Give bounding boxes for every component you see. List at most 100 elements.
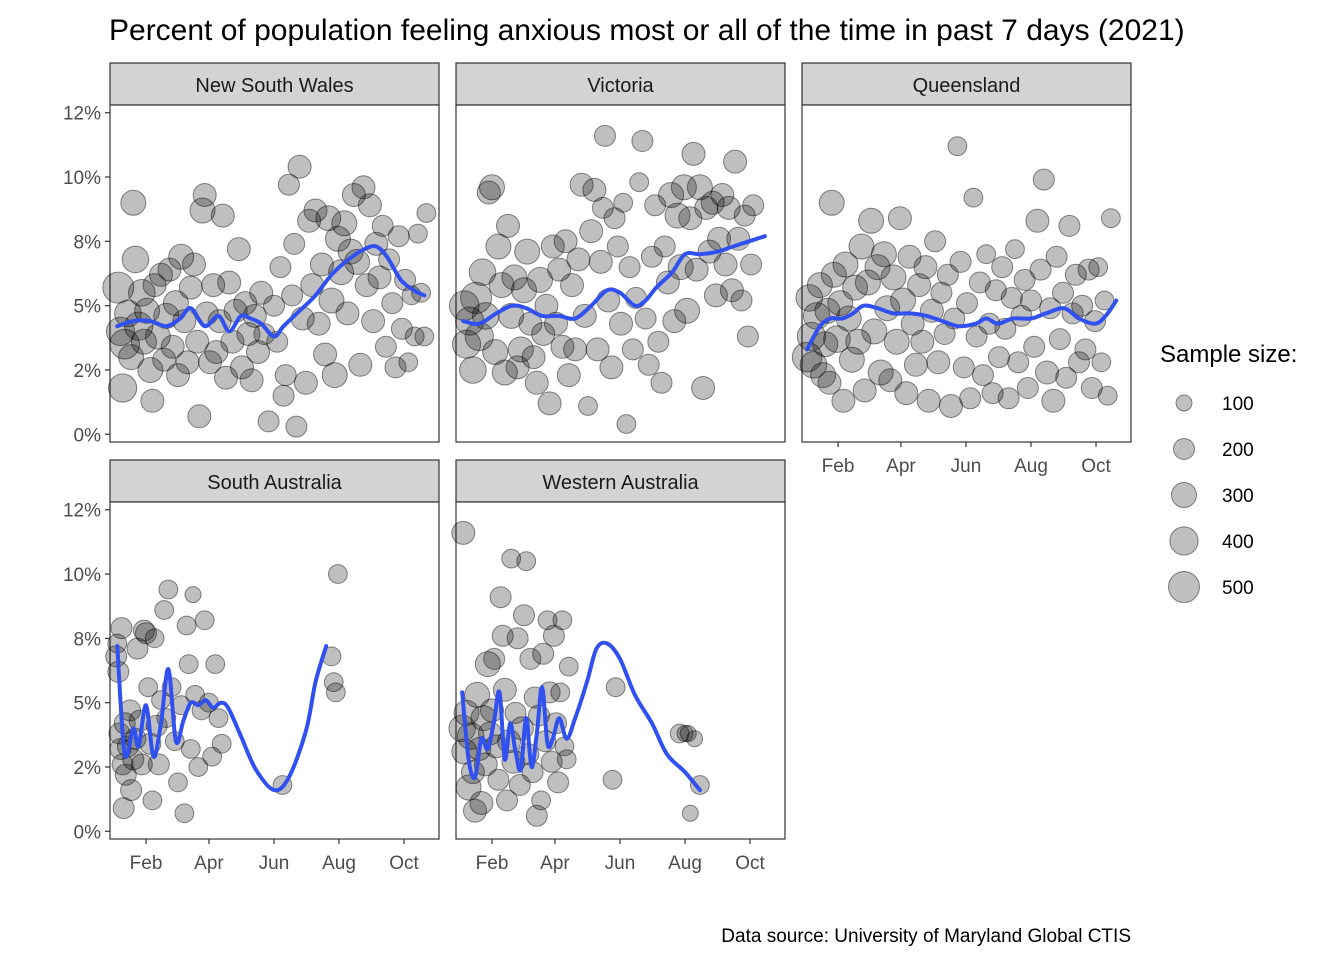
legend-label: 100 bbox=[1222, 394, 1254, 415]
data-point bbox=[192, 183, 217, 207]
data-point bbox=[861, 318, 888, 345]
legend-key bbox=[1171, 482, 1197, 508]
data-point bbox=[556, 363, 581, 388]
data-point bbox=[134, 297, 161, 324]
data-points bbox=[791, 136, 1121, 418]
data-point bbox=[351, 175, 376, 200]
data-point bbox=[723, 149, 748, 174]
data-point bbox=[1041, 388, 1066, 413]
data-point bbox=[269, 256, 292, 279]
data-point bbox=[135, 622, 157, 645]
data-point bbox=[114, 763, 137, 786]
data-point bbox=[653, 235, 676, 258]
data-point bbox=[678, 206, 703, 231]
data-point bbox=[609, 311, 633, 336]
facet-panel: New South Wales 0% 2% 5% 8% 10% 12% bbox=[63, 62, 440, 446]
data-point bbox=[578, 396, 598, 416]
x-tick-label: Oct bbox=[389, 853, 419, 874]
data-point bbox=[459, 356, 487, 384]
data-point bbox=[531, 322, 556, 346]
data-point bbox=[880, 264, 907, 291]
data-point bbox=[527, 266, 553, 293]
data-point bbox=[208, 708, 229, 728]
x-tick-label: Feb bbox=[476, 853, 509, 874]
data-point bbox=[674, 297, 701, 324]
data-point bbox=[272, 384, 295, 407]
data-point bbox=[162, 290, 189, 317]
data-point bbox=[742, 194, 765, 217]
data-point bbox=[313, 342, 338, 367]
data-point bbox=[655, 270, 680, 295]
data-point bbox=[1010, 304, 1033, 327]
data-point bbox=[963, 187, 984, 208]
data-point bbox=[594, 124, 616, 147]
data-point bbox=[126, 637, 149, 660]
data-point bbox=[976, 244, 997, 265]
data-point bbox=[108, 373, 138, 403]
data-point bbox=[667, 254, 694, 281]
data-point bbox=[178, 275, 203, 300]
data-point bbox=[936, 263, 959, 286]
data-point bbox=[118, 344, 145, 371]
y-tick-label: 12% bbox=[63, 501, 101, 522]
data-point bbox=[710, 183, 735, 207]
data-point bbox=[1071, 294, 1094, 317]
data-point bbox=[130, 753, 153, 776]
data-point bbox=[506, 627, 529, 650]
data-point bbox=[1035, 360, 1059, 385]
data-point bbox=[547, 771, 570, 794]
data-point bbox=[647, 330, 670, 353]
data-point bbox=[253, 323, 276, 345]
data-point bbox=[384, 356, 407, 379]
x-tick-label: Aug bbox=[1014, 456, 1048, 477]
data-point bbox=[812, 331, 839, 358]
data-point bbox=[690, 775, 710, 795]
data-point bbox=[585, 337, 610, 362]
data-point bbox=[300, 273, 325, 298]
data-point bbox=[508, 774, 531, 796]
x-tick-label: Feb bbox=[130, 853, 163, 874]
data-point bbox=[1020, 289, 1042, 312]
data-point bbox=[988, 346, 1010, 369]
data-point bbox=[740, 253, 763, 276]
data-point bbox=[111, 753, 134, 776]
data-point bbox=[1094, 290, 1115, 311]
legend-label: 200 bbox=[1222, 440, 1254, 461]
data-point bbox=[842, 274, 869, 301]
data-point bbox=[558, 656, 579, 677]
data-point bbox=[121, 245, 150, 274]
data-point bbox=[613, 192, 634, 213]
data-point bbox=[550, 682, 571, 703]
data-point bbox=[371, 214, 394, 237]
data-point bbox=[681, 141, 706, 166]
data-point bbox=[939, 394, 963, 418]
x-tick-label: Feb bbox=[822, 456, 855, 477]
legend-label: 300 bbox=[1222, 486, 1254, 507]
y-tick-label: 5% bbox=[74, 694, 102, 715]
data-point bbox=[894, 381, 919, 406]
data-point bbox=[217, 270, 242, 295]
data-point bbox=[468, 258, 497, 287]
data-point bbox=[669, 723, 690, 744]
data-point bbox=[799, 351, 828, 379]
data-point bbox=[618, 256, 641, 279]
data-point bbox=[182, 252, 206, 277]
data-point bbox=[878, 368, 903, 393]
data-point bbox=[540, 750, 563, 773]
data-point bbox=[102, 271, 135, 304]
data-point bbox=[521, 345, 546, 370]
data-point bbox=[226, 237, 251, 262]
data-point bbox=[910, 329, 935, 354]
data-point bbox=[791, 341, 823, 373]
data-point bbox=[569, 172, 594, 197]
data-point bbox=[325, 682, 346, 703]
data-point bbox=[820, 261, 847, 288]
data-point bbox=[198, 350, 222, 375]
data-point bbox=[507, 336, 534, 363]
data-point bbox=[1068, 351, 1090, 374]
data-point bbox=[1029, 258, 1052, 281]
smooth-line bbox=[460, 640, 702, 793]
data-point bbox=[239, 368, 264, 393]
data-point bbox=[684, 257, 709, 282]
data-point bbox=[854, 269, 881, 296]
